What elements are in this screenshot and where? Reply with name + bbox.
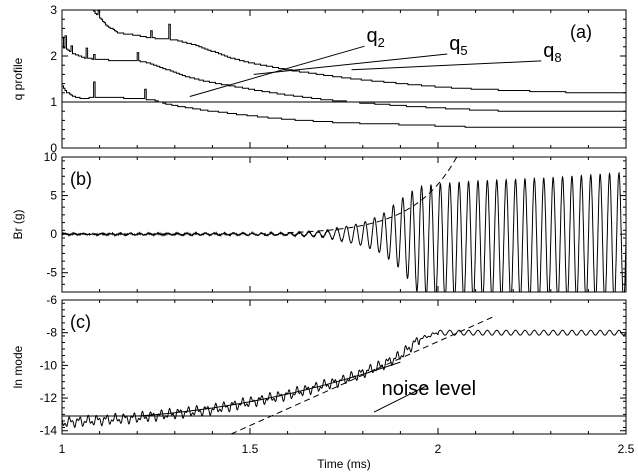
- panel-b: -5 0 5 10 Br (g) (b): [11, 150, 627, 293]
- y-tick-label: 5: [50, 189, 57, 203]
- y-tick-label: 10: [44, 150, 58, 164]
- growth-fit-solid: [137, 361, 401, 417]
- noise-level-label: noise level: [382, 378, 477, 400]
- plot-area-a: [62, 10, 626, 128]
- x-tick-label: 1.5: [242, 442, 259, 456]
- x-tick-label: 2.5: [618, 442, 635, 456]
- axes-frame-c: [61, 299, 627, 435]
- series-label-subscript: 5: [460, 43, 467, 58]
- x-tick-label: 2: [435, 442, 442, 456]
- panel-tag: (a): [570, 22, 592, 42]
- y-tick-label: 0: [50, 227, 57, 241]
- y-tick-label: 1: [50, 95, 57, 109]
- panel-a: 0 1 2 3 q profile (a) q2 q5 q8: [11, 3, 627, 155]
- exponential-fit: [287, 157, 458, 234]
- y-axis-label: q profile: [11, 57, 25, 100]
- series-q2: [62, 81, 626, 128]
- series-ln-mode: [62, 329, 626, 429]
- axes-frame-a: [61, 9, 627, 149]
- series-label: q5: [449, 33, 467, 58]
- plot-area-c: [62, 315, 626, 434]
- panel-tag: (c): [70, 312, 91, 332]
- panel-tag: (b): [70, 169, 92, 189]
- y-tick-label: 2: [50, 49, 57, 63]
- axes-frame-b: [61, 156, 627, 293]
- noise-level-leader: [373, 385, 427, 413]
- series-label: q2: [367, 25, 385, 50]
- y-tick-label: -14: [40, 424, 58, 438]
- plot-area-b: [62, 157, 626, 292]
- series-br: [62, 171, 626, 292]
- linear-fit-dashed: [230, 315, 495, 434]
- series-label-subscript: 8: [554, 50, 561, 65]
- y-tick-label: -10: [40, 358, 58, 372]
- y-axis-label: Br (g): [11, 209, 25, 239]
- y-tick-label: -5: [46, 266, 57, 280]
- series-q5: [62, 35, 626, 112]
- series-q8: [80, 10, 626, 94]
- x-tick-label: 1: [59, 442, 66, 456]
- series-label: q8: [543, 40, 561, 65]
- annotation-leader: [189, 45, 365, 97]
- x-axis-label: Time (ms): [317, 457, 371, 471]
- y-tick-label: -6: [46, 293, 57, 307]
- panel-c: -14 -12 -10 -8 -6 ln mode (c) noise level: [11, 293, 627, 438]
- y-tick-label: -8: [46, 326, 57, 340]
- annotation-leader: [351, 60, 542, 71]
- y-tick-label: 0: [50, 141, 57, 155]
- y-axis-label: ln mode: [11, 345, 25, 388]
- annotation-leader: [253, 53, 448, 75]
- y-tick-label: 3: [50, 3, 57, 17]
- y-tick-label: -12: [40, 391, 58, 405]
- series-label-subscript: 2: [378, 35, 385, 50]
